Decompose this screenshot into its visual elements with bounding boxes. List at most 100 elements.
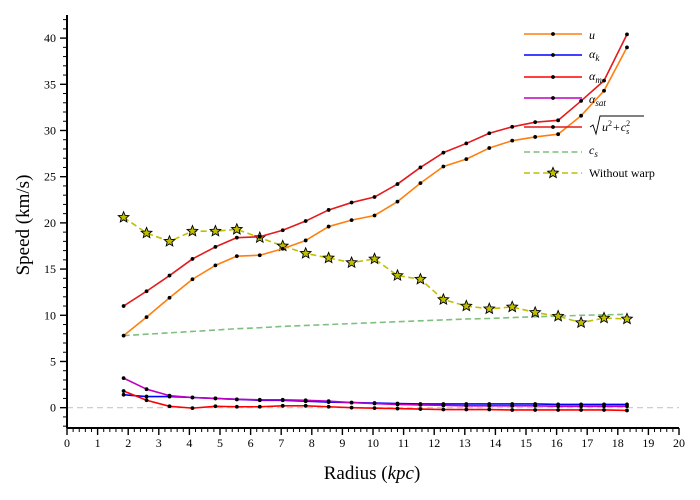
data-point bbox=[213, 245, 218, 249]
data-point bbox=[487, 131, 492, 136]
x-tick-label: 13 bbox=[459, 436, 471, 450]
data-point bbox=[167, 295, 172, 300]
x-tick-label: 12 bbox=[428, 436, 440, 450]
x-axis-title: Radius (kpc) bbox=[324, 463, 421, 484]
data-point bbox=[190, 257, 195, 261]
data-point bbox=[602, 88, 606, 93]
x-tick-label: 9 bbox=[339, 436, 345, 450]
legend: u αk αm αsat u2+c2 s cs Without warp bbox=[524, 28, 655, 180]
data-point bbox=[190, 406, 195, 411]
data-point bbox=[349, 218, 354, 223]
legend-label-sqrt: u2+c2 s bbox=[589, 115, 644, 136]
data-point bbox=[349, 200, 354, 205]
data-point bbox=[579, 404, 583, 409]
y-axis-title: Speed (km/s) bbox=[13, 175, 34, 276]
legend-label-alpha-m: αm bbox=[589, 69, 602, 85]
legend-alpha-m-sub: m bbox=[595, 75, 602, 85]
data-point bbox=[280, 228, 285, 233]
data-point bbox=[144, 289, 149, 294]
legend-alpha-k-base: α bbox=[589, 47, 596, 61]
legend-marker-dot bbox=[551, 53, 555, 57]
data-point bbox=[121, 304, 126, 308]
data-point bbox=[487, 407, 492, 412]
data-point bbox=[533, 135, 538, 139]
legend-label-alpha-k: αk bbox=[589, 47, 600, 63]
data-point bbox=[579, 99, 583, 103]
data-point bbox=[326, 208, 331, 212]
x-axis-title-unit: kpc bbox=[388, 463, 415, 484]
data-point-star bbox=[322, 251, 336, 264]
series-0-u-line bbox=[123, 46, 628, 337]
x-tick-label: 16 bbox=[551, 436, 563, 450]
data-point bbox=[121, 333, 126, 338]
series-3-sat bbox=[121, 376, 629, 409]
x-tick-label: 4 bbox=[186, 436, 192, 450]
x-tick-label: 19 bbox=[642, 436, 654, 450]
legend-label-u: u bbox=[589, 28, 595, 42]
data-point bbox=[280, 397, 285, 402]
legend-cs-sub: s bbox=[594, 149, 598, 159]
legend-label-without-warp: Without warp bbox=[589, 166, 655, 180]
legend-sqrt-c-sub: s bbox=[626, 127, 629, 136]
data-point-star bbox=[345, 255, 359, 269]
data-point-star bbox=[505, 300, 519, 313]
legend-alpha-k-sub: k bbox=[595, 53, 600, 63]
legend-marker-dot bbox=[551, 32, 555, 36]
data-point bbox=[326, 399, 331, 404]
data-point-star bbox=[413, 272, 427, 285]
series-6-without-warp-line bbox=[123, 216, 628, 324]
data-point bbox=[213, 396, 218, 401]
data-point-star bbox=[368, 252, 381, 265]
data-point bbox=[167, 393, 172, 398]
data-point bbox=[257, 234, 262, 239]
legend-marker-star bbox=[546, 166, 560, 179]
data-point-star bbox=[186, 224, 199, 237]
legend-label-alpha-sat: αsat bbox=[589, 92, 606, 108]
data-point bbox=[395, 199, 400, 204]
legend-marker-dot bbox=[551, 125, 555, 129]
data-point bbox=[510, 408, 515, 412]
data-point bbox=[280, 246, 285, 251]
legend-sqrt-c: c bbox=[621, 120, 627, 134]
legend-alpha-sat-base: α bbox=[589, 92, 596, 106]
data-point bbox=[257, 404, 262, 409]
data-point bbox=[234, 397, 239, 402]
data-point bbox=[602, 408, 606, 412]
y-tick-label: 35 bbox=[44, 77, 56, 91]
data-point-star bbox=[482, 302, 496, 315]
data-point-star bbox=[163, 234, 176, 247]
data-point bbox=[556, 408, 561, 412]
data-point-star bbox=[620, 312, 634, 325]
data-point bbox=[303, 219, 308, 223]
data-point bbox=[326, 404, 331, 409]
data-point bbox=[441, 150, 446, 155]
data-point-star bbox=[436, 292, 450, 306]
x-tick-label: 1 bbox=[95, 436, 101, 450]
x-tick-label: 15 bbox=[520, 436, 532, 450]
data-point bbox=[441, 403, 446, 408]
data-point bbox=[303, 238, 308, 243]
data-point bbox=[234, 235, 239, 240]
data-point bbox=[213, 263, 218, 268]
data-point bbox=[487, 403, 492, 408]
data-point bbox=[418, 407, 423, 411]
data-point bbox=[349, 400, 354, 405]
x-tick-label: 5 bbox=[217, 436, 223, 450]
legend-alpha-m-base: α bbox=[589, 69, 596, 83]
legend-label-cs: cs bbox=[589, 143, 598, 159]
y-tick-label: 10 bbox=[44, 308, 56, 322]
data-point-star bbox=[551, 309, 565, 322]
data-point bbox=[487, 146, 492, 150]
data-point bbox=[510, 403, 515, 408]
x-tick-label: 17 bbox=[581, 436, 593, 450]
legend-sqrt-u-sup: 2 bbox=[608, 119, 612, 128]
series-4-u-cs bbox=[121, 32, 629, 308]
data-point bbox=[510, 138, 515, 143]
legend-alpha-sat-sub: sat bbox=[595, 98, 606, 108]
x-axis-title-close: ) bbox=[414, 463, 420, 484]
x-tick-label: 3 bbox=[156, 436, 162, 450]
y-tick-label: 20 bbox=[44, 216, 56, 230]
data-point bbox=[190, 277, 195, 282]
data-point bbox=[372, 406, 377, 411]
